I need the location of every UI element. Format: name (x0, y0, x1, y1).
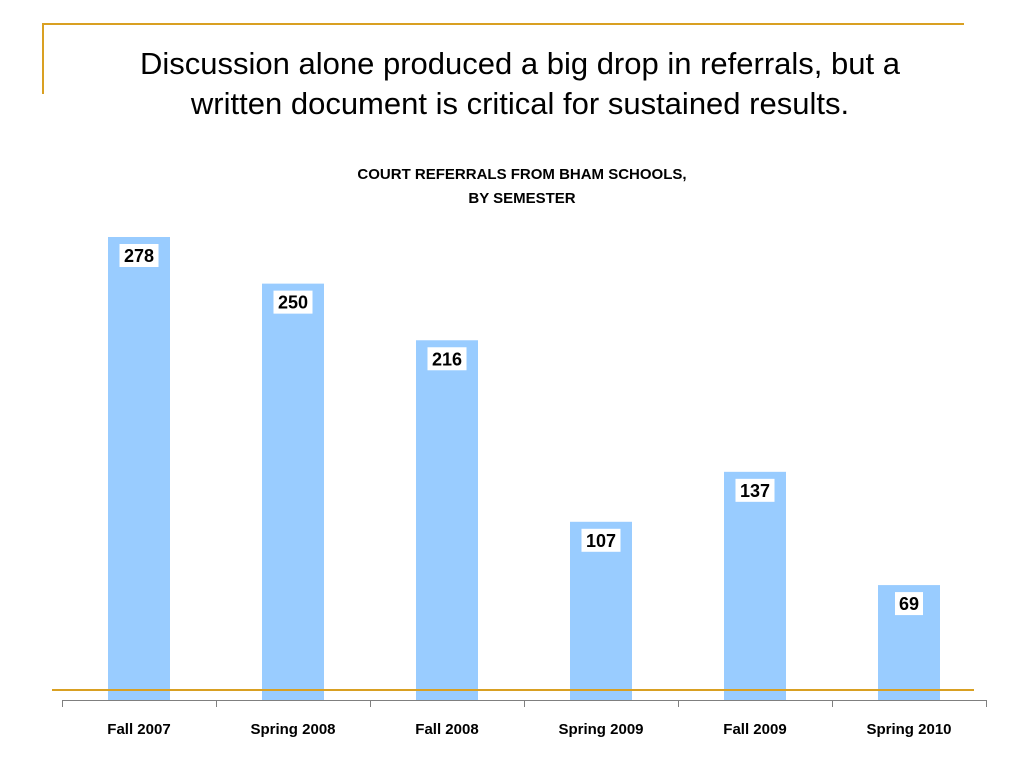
data-label-background (273, 290, 313, 314)
bar-fall-2008 (416, 340, 478, 700)
data-label-background (895, 592, 923, 616)
x-tick-label: Fall 2008 (415, 721, 478, 738)
bar-fall-2009 (724, 471, 786, 700)
chart-title-line-2: BY SEMESTER (468, 190, 575, 207)
data-label-background (581, 528, 621, 552)
bar-spring-2008 (262, 283, 324, 700)
chart-title-line-1: COURT REFERRALS FROM BHAM SCHOOLS, (357, 166, 686, 183)
bar-series: 278 250 216 107 137 69 (52, 237, 974, 700)
frame-left-rule (42, 23, 44, 94)
x-tick-label: Fall 2009 (723, 721, 786, 738)
bar-fall-2007 (108, 237, 170, 700)
x-tick-label: Spring 2010 (866, 721, 951, 738)
headline-line-2: written document is critical for sustain… (190, 86, 850, 121)
data-label: 107 (586, 531, 616, 551)
data-label: 69 (899, 594, 919, 614)
x-tick-label: Spring 2008 (250, 721, 335, 738)
x-tick-label: Fall 2007 (107, 721, 170, 738)
data-label-background (735, 478, 775, 502)
data-label: 137 (740, 481, 770, 501)
data-label: 278 (124, 246, 154, 266)
data-label-background (427, 347, 467, 371)
data-label: 216 (432, 349, 462, 369)
data-label-background (119, 244, 159, 267)
slide-headline: Discussion alone produced a big drop in … (60, 44, 980, 124)
x-axis: Fall 2007 Spring 2008 Fall 2008 Spring 2009… (62, 700, 987, 738)
x-tick-label: Spring 2009 (558, 721, 643, 738)
headline-line-1: Discussion alone produced a big drop in … (140, 46, 900, 81)
data-label: 250 (278, 293, 308, 313)
frame-top-rule (42, 23, 964, 25)
